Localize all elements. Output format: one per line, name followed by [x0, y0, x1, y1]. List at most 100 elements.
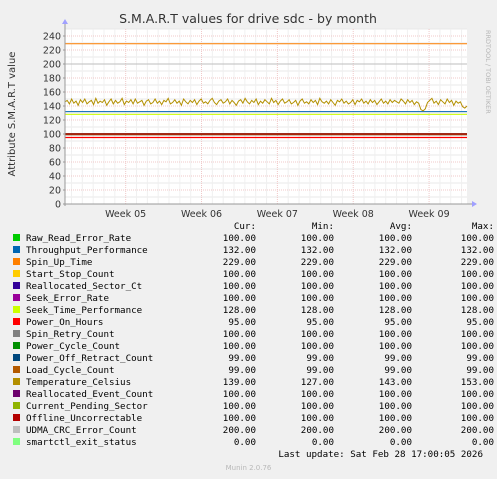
legend-min: 99.00: [306, 365, 334, 376]
x-tick-label: Week 07: [257, 209, 298, 220]
y-tick-label: 20: [49, 186, 61, 197]
y-tick-label: 120: [43, 116, 61, 127]
legend-max: 99.00: [466, 365, 494, 376]
legend-series-name: Reallocated_Event_Count: [26, 389, 154, 400]
legend-swatch: [13, 426, 20, 433]
legend-series-name: Load_Cycle_Count: [26, 365, 115, 376]
legend-avg: 100.00: [378, 389, 412, 400]
legend-cur: 139.00: [222, 377, 256, 388]
legend-max: 153.00: [460, 377, 494, 388]
legend-swatch: [13, 306, 20, 313]
legend-avg: 100.00: [378, 293, 412, 304]
legend-series-name: smartctl_exit_status: [26, 437, 137, 448]
legend-avg: 99.00: [384, 353, 412, 364]
legend-cur: 99.00: [228, 353, 256, 364]
col-max-header: Max:: [471, 221, 494, 232]
x-tick-label: Week 08: [333, 209, 374, 220]
legend-avg: 100.00: [378, 341, 412, 352]
y-tick-label: 200: [43, 60, 61, 71]
legend-swatch: [13, 330, 20, 337]
legend-swatch: [13, 354, 20, 361]
legend-min: 95.00: [306, 317, 334, 328]
legend-row: Temperature_Celsius 139.00 127.00 143.00 153…: [12, 377, 494, 389]
legend-swatch: [13, 246, 20, 253]
legend-max: 128.00: [460, 305, 494, 316]
legend-min: 132.00: [300, 245, 334, 256]
legend-avg: 132.00: [378, 245, 412, 256]
legend-max: 132.00: [460, 245, 494, 256]
legend-row: Reallocated_Sector_Ct 100.00 100.00 100.00 1…: [12, 281, 494, 293]
legend-max: 100.00: [460, 389, 494, 400]
legend-min: 99.00: [306, 353, 334, 364]
legend-row: Throughput_Performance 132.00 132.00 132.00…: [12, 245, 494, 257]
legend-min: 100.00: [300, 329, 334, 340]
legend-row: Load_Cycle_Count 99.00 99.00 99.00 99.00: [12, 365, 494, 377]
legend-series-name: Power_Cycle_Count: [26, 341, 121, 352]
legend-min: 100.00: [300, 341, 334, 352]
legend-row: Seek_Time_Performance 128.00 128.00 128.00 1…: [12, 305, 494, 317]
legend-cur: 100.00: [222, 341, 256, 352]
legend-series-name: Start_Stop_Count: [26, 269, 115, 280]
legend-max: 100.00: [460, 329, 494, 340]
legend-series-name: Power_Off_Retract_Count: [26, 353, 154, 364]
x-tick-label: Week 09: [409, 209, 450, 220]
legend-max: 99.00: [466, 353, 494, 364]
y-tick-label: 80: [49, 144, 61, 155]
legend-cur: 99.00: [228, 365, 256, 376]
y-tick-label: 0: [55, 200, 61, 211]
y-tick-label: 160: [43, 88, 61, 99]
legend-row: UDMA_CRC_Error_Count 200.00 200.00 200.00 20…: [12, 425, 494, 437]
legend-series-name: UDMA_CRC_Error_Count: [26, 425, 137, 436]
legend-swatch: [13, 294, 20, 301]
legend-table: Cur: Min: Avg: Max: Raw_Read_Error_Rate 1…: [12, 221, 494, 449]
legend-series-name: Reallocated_Sector_Ct: [26, 281, 143, 292]
y-axis-label: Attribute S.M.A.R.T value: [7, 52, 18, 177]
legend-avg: 229.00: [378, 257, 412, 268]
legend-max: 100.00: [460, 281, 494, 292]
legend-row: Spin_Up_Time 229.00 229.00 229.00 229.00: [12, 257, 494, 269]
legend-cur: 100.00: [222, 293, 256, 304]
legend-avg: 0.00: [389, 437, 412, 448]
legend-min: 100.00: [300, 413, 334, 424]
legend-row: Seek_Error_Rate 100.00 100.00 100.00 100.00: [12, 293, 494, 305]
legend-avg: 100.00: [378, 329, 412, 340]
legend-min: 128.00: [300, 305, 334, 316]
legend-cur: 100.00: [222, 233, 256, 244]
legend-cur: 100.00: [222, 389, 256, 400]
legend-cur: 132.00: [222, 245, 256, 256]
x-tick-label: Week 05: [105, 209, 146, 220]
legend-avg: 100.00: [378, 281, 412, 292]
legend-swatch: [13, 438, 20, 445]
legend-max: 100.00: [460, 341, 494, 352]
legend-cur: 95.00: [228, 317, 256, 328]
legend-series-name: Seek_Time_Performance: [26, 305, 143, 316]
legend-max: 100.00: [460, 401, 494, 412]
legend-max: 200.00: [460, 425, 494, 436]
legend-row: Power_Off_Retract_Count 99.00 99.00 99.00 99…: [12, 353, 494, 365]
col-min-header: Min:: [311, 221, 334, 232]
legend-min: 229.00: [300, 257, 334, 268]
legend-cur: 100.00: [222, 269, 256, 280]
legend-series-name: Spin_Retry_Count: [26, 329, 115, 340]
legend-row: smartctl_exit_status 0.00 0.00 0.00 0.00: [12, 437, 494, 449]
legend-swatch: [13, 366, 20, 373]
rrdtool-watermark: RRDTOOL / TOBI OETIKER: [484, 30, 492, 114]
legend-avg: 200.00: [378, 425, 412, 436]
legend-row: Start_Stop_Count 100.00 100.00 100.00 100.00: [12, 269, 494, 281]
legend-row: Power_On_Hours 95.00 95.00 95.00 95.00: [12, 317, 494, 329]
legend-cur: 200.00: [222, 425, 256, 436]
legend-series-name: Current_Pending_Sector: [26, 401, 148, 412]
y-tick-label: 180: [43, 74, 61, 85]
legend-max: 0.00: [471, 437, 494, 448]
col-avg-header: Avg:: [389, 221, 412, 232]
legend-avg: 95.00: [384, 317, 412, 328]
legend-max: 95.00: [466, 317, 494, 328]
legend-cur: 100.00: [222, 413, 256, 424]
legend-min: 0.00: [311, 437, 334, 448]
legend-row: Current_Pending_Sector 100.00 100.00 100.00…: [12, 401, 494, 413]
legend-swatch: [13, 270, 20, 277]
legend-row: Spin_Retry_Count 100.00 100.00 100.00 100.00: [12, 329, 494, 341]
legend-min: 200.00: [300, 425, 334, 436]
last-update: Last update: Sat Feb 28 17:00:05 2026: [278, 449, 483, 460]
